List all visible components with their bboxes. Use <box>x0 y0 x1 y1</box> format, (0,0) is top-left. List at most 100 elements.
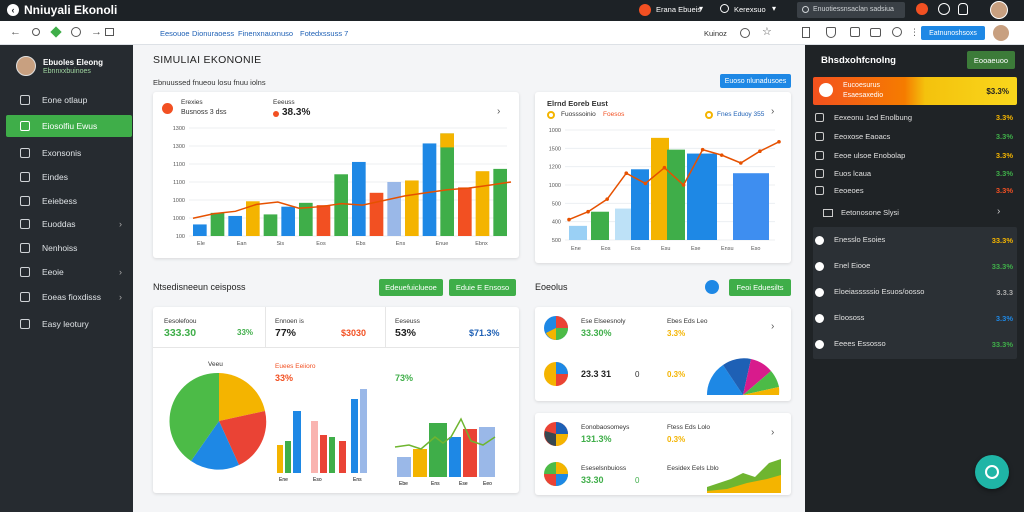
sidebar-item-6[interactable]: Euoddas › <box>6 213 132 235</box>
panel-row[interactable]: Enel Eiooe 33.3% <box>815 257 1015 275</box>
sidebar-item-7[interactable]: Nenhoiss <box>6 237 132 259</box>
panel-row[interactable]: Eeoe ulsoe Enobolap 3.3% <box>815 146 1015 164</box>
y-tick-label: 1200 <box>549 165 561 171</box>
settings-icon[interactable] <box>938 3 950 15</box>
chart-bar <box>458 187 472 236</box>
y-tick-label: 1100 <box>173 162 185 168</box>
sidebar-item-10[interactable]: Easy leotury <box>6 313 132 335</box>
trend-line <box>394 417 496 450</box>
sidebar-item-icon <box>20 219 30 229</box>
bookmark-icon[interactable] <box>802 27 810 38</box>
tab-dashboards[interactable]: Dionuraoess <box>192 29 235 38</box>
chart-bar <box>405 180 419 236</box>
sidebar-item-label: Eeoie <box>42 267 64 277</box>
menu-label[interactable]: Kerexsuo <box>734 5 766 14</box>
profile-avatar[interactable] <box>993 25 1009 41</box>
chevron-right-icon[interactable]: › <box>771 427 775 438</box>
panel-row[interactable]: Euos lcaua 3.3% <box>815 164 1015 182</box>
chart-bar <box>329 437 335 473</box>
chevron-right-icon[interactable]: › <box>997 206 1001 217</box>
sidebar-item-5[interactable]: Eeiebess <box>6 190 132 212</box>
panel-row[interactable]: Eeoeoes 3.3% <box>815 181 1015 199</box>
legend-dot-icon <box>547 111 555 119</box>
bell-icon[interactable] <box>958 3 968 15</box>
account-avatar-icon[interactable] <box>639 4 651 16</box>
chart-bar <box>631 169 649 240</box>
chevron-down-icon[interactable]: ▾ <box>772 4 777 13</box>
panel-top-button[interactable]: Eooaeuoo <box>967 51 1015 69</box>
tab-reports[interactable]: Fotedxssuss 7 <box>300 29 349 38</box>
panel-row[interactable]: Enesslo Esoies 33.3% <box>815 231 1015 249</box>
forward-icon[interactable]: → <box>91 26 102 38</box>
results-card-bottom: Eonobaosomeys 131.3% Ftess Eds Lolo 0.3%… <box>535 413 791 495</box>
tag-icon[interactable] <box>50 26 62 38</box>
pie-slice <box>219 411 267 465</box>
results-pie-chart <box>706 358 780 395</box>
back-icon[interactable]: ← <box>10 26 21 38</box>
result-label-4: Eseselsnbuioss <box>581 465 627 472</box>
right-label[interactable]: Kuinoz <box>704 29 727 38</box>
green-button-c[interactable]: Feoi Eduesilts <box>729 279 791 296</box>
shield-icon[interactable] <box>826 27 836 38</box>
home-icon[interactable] <box>105 28 114 36</box>
search-input[interactable]: Enuotiessnsaclan sadsiua <box>797 2 905 18</box>
panel-row[interactable]: Eloeiasssssio Esuos/oosso 3.3.3 <box>815 283 1015 301</box>
camera-icon[interactable] <box>870 28 881 37</box>
tab-overview[interactable]: Eesouoe <box>160 29 190 38</box>
star-icon[interactable]: ☆ <box>762 26 772 38</box>
action-button[interactable]: Eatnunoshsoxs <box>921 26 985 40</box>
refresh-icon[interactable] <box>71 27 81 37</box>
sidebar-item-8[interactable]: Eeoie › <box>6 261 132 283</box>
panel-row[interactable]: Eloososs 3.3% <box>815 309 1015 327</box>
feature-banner[interactable]: Eucoesurus Esaesaxedio $3.3% <box>813 77 1017 105</box>
sidebar-item-3[interactable]: Exonsonis <box>6 142 132 164</box>
row-icon <box>815 131 824 141</box>
avatar[interactable] <box>16 56 36 76</box>
help-icon[interactable] <box>720 4 729 13</box>
row-icon <box>815 150 824 160</box>
notification-icon[interactable] <box>916 3 928 15</box>
user-name: Ebuoles Eleong <box>43 58 104 67</box>
chevron-right-icon[interactable]: › <box>497 106 501 117</box>
line-point <box>662 165 667 170</box>
filter-button[interactable]: Euoso nlunadusoes <box>720 74 791 88</box>
sidebar-item-2[interactable]: Eiosolfiu Ewus <box>6 115 132 137</box>
account-name[interactable]: Erana Ebueis <box>656 5 702 14</box>
shield-icon[interactable] <box>705 280 719 294</box>
expense-pie-chart <box>169 372 267 470</box>
row-label: Eloososs <box>834 313 865 322</box>
chevron-right-icon[interactable]: › <box>771 106 775 117</box>
panel-row[interactable]: Eexeonu 1ed Enolbung 3.3% <box>815 108 1015 126</box>
line-point <box>567 217 571 222</box>
panel-row[interactable]: Eeees Essosso 33.3% <box>815 335 1015 353</box>
x-tick-label: Ean <box>237 241 247 247</box>
panel-row[interactable]: Eeoxose Eaoacs 3.3% <box>815 127 1015 145</box>
chart-bar <box>299 202 313 236</box>
puzzle-icon[interactable] <box>850 27 860 37</box>
chart-bar <box>193 224 207 236</box>
chat-button[interactable] <box>975 455 1009 489</box>
green-button-a[interactable]: Edeuefuiclueoe <box>379 279 443 296</box>
grid-icon[interactable]: ⋮ <box>910 27 919 37</box>
sidebar-item-1[interactable]: Eone otlaup <box>6 89 132 111</box>
sidebar-item-9[interactable]: Eoeas fioxdisss › <box>6 286 132 308</box>
sidebar-item-4[interactable]: Eindes <box>6 166 132 188</box>
chevron-right-icon[interactable]: › <box>771 321 775 332</box>
timer-icon[interactable] <box>892 27 902 37</box>
row-label: Enesslo Esoies <box>834 235 886 244</box>
row-label: Eeees Essosso <box>834 339 886 348</box>
y-tick-label: 1500 <box>549 146 561 152</box>
user-avatar[interactable] <box>990 1 1008 19</box>
row-value: 33.3% <box>991 339 1013 349</box>
search-icon <box>802 6 809 13</box>
clock-icon[interactable] <box>740 28 750 38</box>
stat-value-2: 77% <box>275 327 297 339</box>
back-arrow-icon[interactable]: ‹ <box>7 4 19 16</box>
tab-finance[interactable]: Finenxnauxnuso <box>238 29 294 38</box>
green-button-b[interactable]: Eduie E Ensoso <box>449 279 516 296</box>
row-icon <box>815 168 824 178</box>
search-icon[interactable] <box>32 28 40 36</box>
sidebar-item-label: Euoddas <box>42 219 76 229</box>
y-tick-label: 1100 <box>173 180 185 186</box>
chevron-down-icon[interactable]: ▾ <box>699 4 704 13</box>
